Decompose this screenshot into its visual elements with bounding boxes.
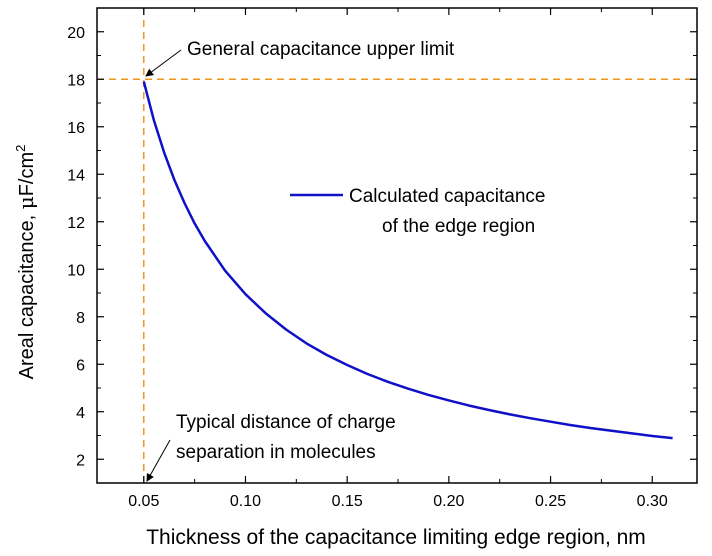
y-tick-label: 12: [67, 215, 85, 232]
y-tick-label: 8: [76, 310, 85, 327]
x-tick-label: 0.05: [128, 493, 159, 510]
legend-label-line-1: Calculated capacitance: [349, 186, 545, 207]
y-axis-label: Areal capacitance, μF/cm2: [13, 145, 38, 380]
annotation-typical-distance-arrow: [146, 439, 171, 482]
x-tick-label: 0.30: [637, 493, 668, 510]
x-axis-ticks: 0.05 0.10 0.15 0.20 0.25 0.30: [128, 8, 668, 510]
y-tick-label: 20: [67, 25, 85, 42]
reference-lines: [97, 8, 697, 483]
annotation-typical-distance: Typical distance of charge separation in…: [176, 412, 401, 463]
y-tick-label: 4: [76, 405, 85, 422]
annotation-upper-limit: General capacitance upper limit: [187, 39, 455, 60]
y-tick-label: 16: [67, 120, 85, 137]
x-tick-label: 0.25: [535, 493, 566, 510]
y-tick-label: 6: [76, 357, 85, 374]
legend-label: Calculated capacitance of the edge regio…: [349, 186, 551, 237]
x-axis-label: Thickness of the capacitance limiting ed…: [146, 526, 646, 549]
legend: Calculated capacitance of the edge regio…: [290, 186, 551, 237]
x-tick-label: 0.10: [230, 493, 261, 510]
y-axis-label-superscript: 2: [13, 145, 28, 152]
y-tick-label: 14: [67, 167, 85, 184]
y-tick-label: 10: [67, 262, 85, 279]
annotation-upper-limit-arrow: [145, 49, 182, 77]
legend-label-line-2: of the edge region: [382, 216, 535, 237]
annotation-typical-distance-line-2: separation in molecules: [176, 442, 376, 463]
y-axis-label-main: Areal capacitance,: [16, 209, 38, 379]
y-axis-ticks: 2 4 6 8 10 12 14 16 18 20: [67, 25, 697, 469]
x-tick-label: 0.15: [332, 493, 363, 510]
y-axis-label-mu: μ: [14, 196, 38, 209]
y-tick-label: 2: [76, 452, 85, 469]
y-axis-label-unit: F/cm: [16, 152, 38, 196]
annotation-typical-distance-line-1: Typical distance of charge: [176, 412, 396, 433]
y-tick-label: 18: [67, 72, 85, 89]
x-tick-label: 0.20: [433, 493, 464, 510]
series-line-0: [142, 81, 673, 440]
series-layer: [142, 81, 673, 440]
